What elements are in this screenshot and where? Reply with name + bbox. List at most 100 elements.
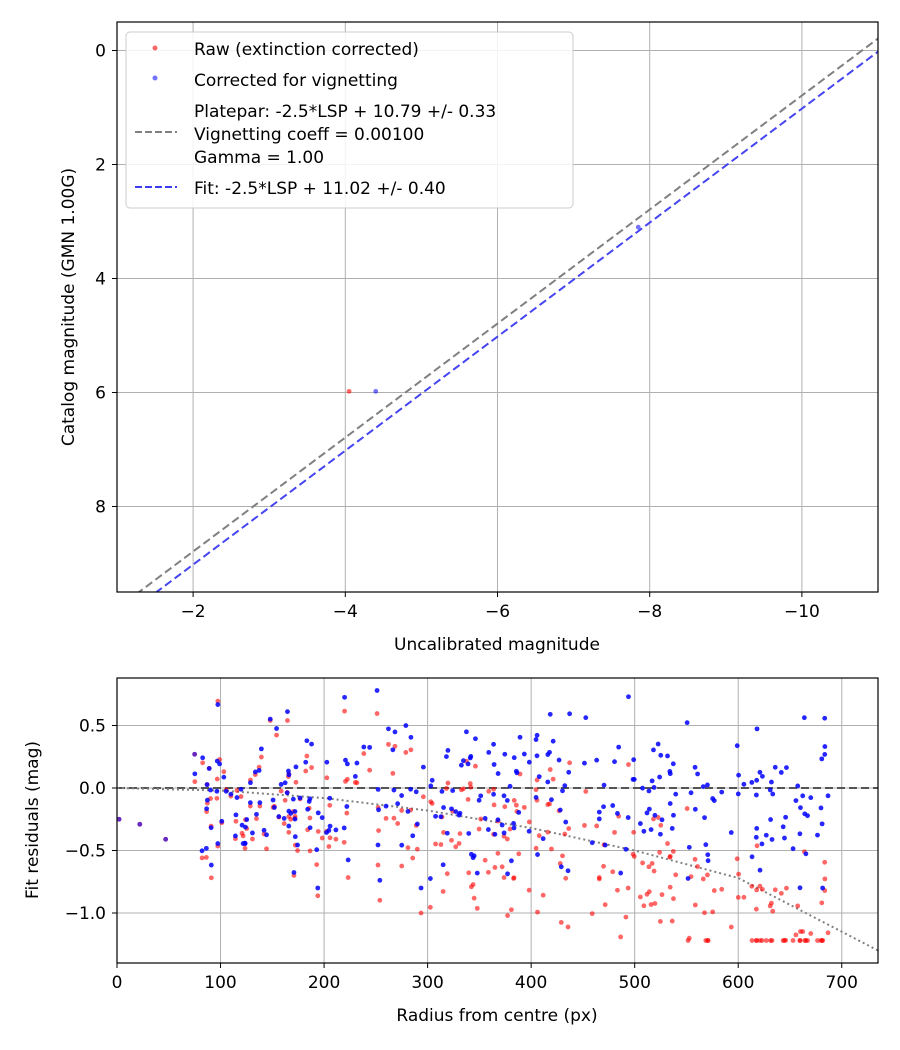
corrected-residual-point — [655, 741, 661, 747]
corrected-residual-point — [797, 885, 803, 891]
corrected-residual-point — [344, 761, 350, 767]
corrected-residual-point — [825, 793, 831, 799]
corrected-residual-point — [117, 816, 122, 822]
raw-residual-point — [623, 914, 629, 920]
raw-residual-point — [822, 859, 828, 865]
corrected-residual-point — [192, 771, 198, 777]
corrected-residual-point — [270, 797, 276, 803]
corrected-residual-point — [822, 715, 828, 721]
corrected-residual-point — [413, 789, 419, 795]
raw-residual-point — [658, 822, 664, 828]
corrected-fit-line — [154, 50, 878, 592]
corrected-residual-point — [233, 812, 239, 818]
raw-residual-point — [307, 815, 313, 821]
corrected-residual-point — [602, 842, 608, 848]
corrected-residual-point — [286, 808, 292, 814]
raw-residual-point — [818, 938, 824, 943]
raw-residual-point — [566, 826, 572, 831]
corrected-residual-point — [327, 795, 333, 801]
corrected-residual-point — [646, 788, 652, 794]
corrected-residual-point — [550, 738, 556, 744]
bottom-ylabel: Fit residuals (mag) — [23, 741, 43, 899]
raw-residual-point — [444, 786, 449, 791]
corrected-residual-point — [433, 813, 438, 819]
corrected-residual-point — [793, 798, 799, 803]
raw-residual-point — [386, 741, 391, 747]
raw-residual-point — [327, 802, 333, 808]
corrected-residual-point — [228, 791, 234, 797]
corrected-residual-point — [361, 744, 367, 750]
corrected-residual-point — [601, 804, 606, 810]
corrected-residual-point — [408, 786, 413, 792]
raw-residual-point — [757, 938, 763, 943]
corrected-residual-point — [710, 796, 716, 801]
raw-residual-point — [441, 830, 446, 835]
corrected-residual-point — [805, 813, 810, 819]
raw-residual-point — [468, 784, 474, 790]
raw-residual-point — [304, 753, 310, 759]
corrected-residual-point — [566, 769, 572, 775]
raw-residual-point — [667, 884, 673, 890]
raw-residual-point — [440, 889, 446, 894]
corrected-residual-point — [533, 794, 539, 800]
corrected-residual-point — [536, 774, 542, 780]
corrected-residual-point — [822, 752, 828, 757]
corrected-residual-point — [562, 783, 568, 789]
bottom-ytick-label: 0.5 — [79, 717, 106, 737]
raw-residual-point — [563, 875, 569, 881]
bottom-ytick-label: −0.5 — [65, 842, 106, 862]
corrected-residual-point — [163, 836, 169, 842]
corrected-residual-point — [284, 790, 290, 796]
corrected-residual-point — [445, 747, 451, 753]
corrected-residual-point — [383, 803, 389, 809]
raw-residual-point — [499, 864, 505, 870]
raw-residual-point — [637, 894, 643, 900]
corrected-residual-point — [354, 760, 360, 766]
bottom-axes-frame — [116, 677, 879, 964]
corrected-residual-point — [778, 770, 784, 775]
corrected-residual-point — [705, 782, 710, 788]
raw-residual-point — [324, 775, 330, 781]
bottom-xtick-label: 700 — [826, 973, 858, 993]
raw-residual-point — [482, 857, 488, 863]
corrected-residual-point — [252, 769, 258, 775]
corrected-residual-point — [410, 833, 416, 839]
raw-residual-point — [467, 781, 473, 786]
raw-residual-point — [545, 829, 551, 835]
corrected-residual-point — [625, 815, 631, 820]
raw-residual-point — [285, 718, 290, 723]
raw-residual-point — [560, 853, 565, 859]
corrected-residual-point — [651, 785, 657, 790]
corrected-residual-point — [439, 789, 445, 794]
raw-residual-point — [399, 808, 405, 813]
corrected-residual-point — [657, 774, 663, 780]
raw-residual-point — [702, 910, 707, 916]
corrected-residual-point — [686, 844, 692, 850]
corrected-residual-point — [307, 796, 313, 802]
bottom-xtick-label: 400 — [515, 973, 547, 993]
corrected-residual-point — [215, 702, 221, 707]
top-legend: Raw (extinction corrected) Corrected for… — [125, 31, 574, 209]
corrected-residual-point — [526, 828, 532, 834]
corrected-residual-point — [695, 771, 700, 777]
raw-residual-point — [444, 871, 450, 877]
corrected-residual-point — [684, 720, 690, 726]
corrected-residual-point — [420, 764, 426, 770]
raw-residual-point — [651, 816, 656, 822]
corrected-residual-point — [641, 828, 647, 834]
top-ylabel: Catalog magnitude (GMN 1.00G) — [59, 168, 79, 446]
corrected-residual-point — [233, 833, 238, 839]
raw-residual-point — [344, 810, 350, 816]
corrected-residual-point — [429, 777, 435, 783]
corrected-residual-point — [589, 840, 595, 846]
raw-residual-point — [651, 868, 657, 874]
raw-residual-point — [822, 876, 828, 882]
corrected-residual-point — [819, 821, 825, 827]
raw-residual-point — [410, 855, 416, 861]
raw-residual-point — [507, 826, 513, 832]
platepar-fit-line — [137, 37, 878, 592]
raw-residual-point — [805, 938, 810, 943]
corrected-residual-point — [264, 832, 269, 838]
corrected-residual-point — [458, 762, 464, 768]
